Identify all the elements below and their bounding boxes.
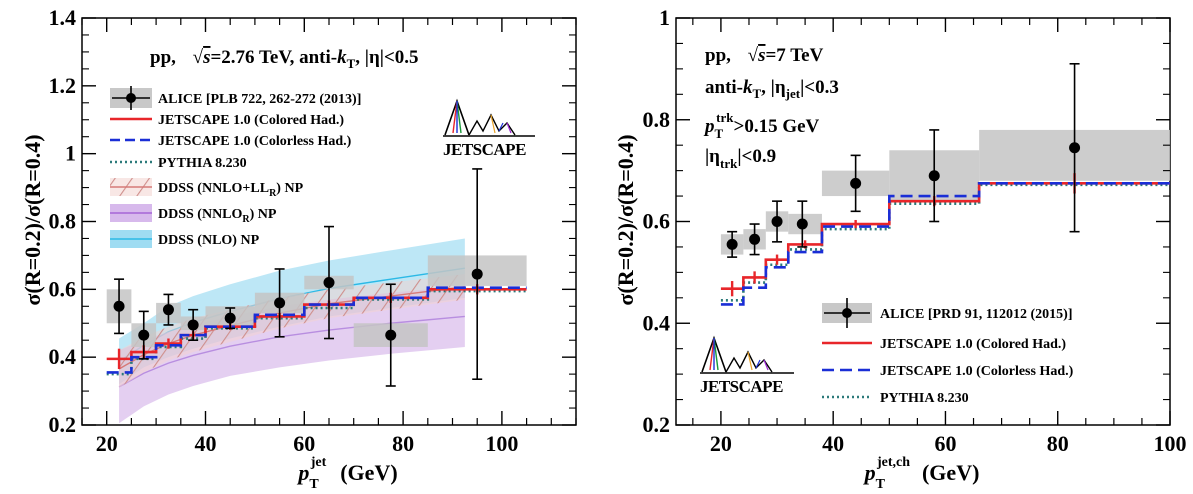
legend-ddss-nlo-label: DDSS (NLO) NP xyxy=(158,233,260,248)
alice-point xyxy=(224,312,236,324)
right-alice-systematics xyxy=(720,129,1170,255)
y-tick-label: 1 xyxy=(659,5,670,30)
right-panel: 20 40 60 80 100 0.2 0.4 0.6 0.8 1 pp, √s=7 TeV an… xyxy=(613,5,1187,492)
left-alice-points xyxy=(113,168,483,387)
x-tick-label: 40 xyxy=(195,431,217,456)
logo-text: JETSCAPE xyxy=(443,140,526,159)
y-tick-label: 0.4 xyxy=(643,310,671,335)
ddss-nnlo-band xyxy=(119,285,465,424)
x-tick-label: 80 xyxy=(1047,431,1069,456)
legend-colored-label: JETSCAPE 1.0 (Colored Had.) xyxy=(158,113,344,128)
legend-colored-label: JETSCAPE 1.0 (Colored Had.) xyxy=(880,337,1066,352)
alice-point xyxy=(928,170,940,182)
alice-point xyxy=(771,216,783,227)
x-tick-label: 20 xyxy=(96,431,118,456)
alice-point xyxy=(385,329,397,341)
left-legend: ALICE [PLB 722, 262-272 (2013)] JETSCAPE… xyxy=(110,86,361,248)
x-tick-label: 100 xyxy=(485,431,518,456)
left-jetscape-logo: JETSCAPE xyxy=(443,98,535,159)
legend-alice-marker xyxy=(126,93,136,103)
x-tick-label: 40 xyxy=(822,431,844,456)
x-tick-label: 20 xyxy=(710,431,732,456)
alice-point xyxy=(726,238,738,250)
legend-ddss-nnlo-ll-label: DDSS (NNLO+LLR) NP xyxy=(158,181,304,199)
alice-point xyxy=(796,218,808,230)
alice-point xyxy=(162,304,174,316)
pythia-step xyxy=(720,183,1170,302)
right-x-axis-label: pTjet,ch (GeV) xyxy=(863,455,980,492)
alice-point xyxy=(850,177,862,189)
legend-alice-marker xyxy=(842,308,852,318)
alice-point xyxy=(1069,142,1081,154)
legend-pythia-label: PYTHIA 8.230 xyxy=(880,391,969,406)
alice-point xyxy=(138,329,150,341)
x-tick-label: 80 xyxy=(392,431,414,456)
legend-ddss-nnlo-label: DDSS (NNLOR) NP xyxy=(158,207,277,225)
y-tick-label: 1.4 xyxy=(49,5,77,30)
alice-point xyxy=(749,233,761,245)
right-annotation: pp, √s=7 TeV anti-kT, |ηjet|<0.3 pTtrk>0… xyxy=(703,45,839,171)
y-tick-label: 0.6 xyxy=(49,276,77,301)
y-tick-label: 0.4 xyxy=(49,344,77,369)
right-annotation-line2: anti-kT, |ηjet|<0.3 xyxy=(705,77,839,101)
y-tick-label: 0.2 xyxy=(49,412,77,437)
right-legend: ALICE [PRD 91, 112012 (2015)] JETSCAPE 1… xyxy=(822,298,1074,406)
alice-point xyxy=(323,277,335,289)
left-panel: 20 40 60 80 100 0.2 0.4 0.6 0.8 1 1.2 1.4 pp, √s=2.… xyxy=(20,5,577,492)
jetscape-colorless-step xyxy=(720,182,1170,306)
pythia-step xyxy=(106,289,527,376)
alice-point xyxy=(187,319,199,331)
left-y-axis-label: σ(R=0.2)/σ(R=0.4) xyxy=(20,134,45,305)
left-x-axis-label: pTjet (GeV) xyxy=(296,455,397,492)
legend-alice-label: ALICE [PRD 91, 112012 (2015)] xyxy=(880,307,1073,322)
right-annotation-line1: pp, √s=7 TeV xyxy=(705,45,824,66)
alice-point xyxy=(113,300,125,312)
legend-pythia-label: PYTHIA 8.230 xyxy=(158,156,247,171)
alice-point xyxy=(274,297,286,309)
right-jetscape-logo: JETSCAPE xyxy=(700,335,794,396)
legend-alice-label: ALICE [PLB 722, 262-272 (2013)] xyxy=(158,92,361,107)
y-tick-label: 0.8 xyxy=(643,107,671,132)
right-axis-ticks: 20 40 60 80 100 0.2 0.4 0.6 0.8 1 xyxy=(643,5,1187,456)
y-tick-label: 0.8 xyxy=(49,209,77,234)
x-tick-label: 60 xyxy=(293,431,315,456)
y-tick-label: 1.2 xyxy=(49,73,77,98)
left-axis-ticks: 20 40 60 80 100 0.2 0.4 0.6 0.8 1 1.2 1.4 xyxy=(49,5,577,456)
y-tick-label: 0.6 xyxy=(643,209,671,234)
ddss-nnlo-ll-band xyxy=(119,274,465,388)
right-alice-points xyxy=(726,62,1081,258)
left-annotation: pp, √s=2.76 TeV, anti-kT, |η|<0.5 xyxy=(150,47,419,71)
logo-text: JETSCAPE xyxy=(700,377,783,396)
alice-point xyxy=(471,268,483,280)
legend-colorless-label: JETSCAPE 1.0 (Colorless Had.) xyxy=(880,364,1074,379)
logo-mark xyxy=(443,98,535,137)
right-annotation-line3: pTtrk>0.15 GeV xyxy=(703,110,820,141)
y-tick-label: 0.2 xyxy=(643,412,671,437)
right-model-curves xyxy=(720,173,1170,306)
x-tick-label: 60 xyxy=(934,431,956,456)
x-tick-label: 100 xyxy=(1154,431,1187,456)
right-y-axis-label: σ(R=0.2)/σ(R=0.4) xyxy=(613,134,638,305)
logo-mark xyxy=(700,335,794,374)
y-tick-label: 1 xyxy=(65,141,76,166)
right-annotation-line4: |ηtrk|<0.9 xyxy=(705,146,776,171)
legend-colorless-label: JETSCAPE 1.0 (Colorless Had.) xyxy=(158,134,352,149)
